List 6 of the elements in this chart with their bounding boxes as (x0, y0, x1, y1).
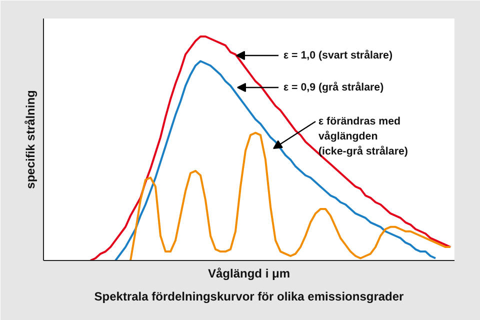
annotation: ε förändras med våglängden (icke-grå strålare) (318, 116, 408, 158)
text: Spektrala fördelningskurvor för olika emissionsgrader (94, 290, 404, 304)
annotation: ε = 0,9 (grå strålare) (284, 82, 384, 94)
annotation: ε = 1,0 (svart strålare) (284, 50, 393, 62)
y-axis-title: specifik strålning (24, 90, 38, 189)
x-axis-title: Våglängd i μm (208, 266, 290, 280)
